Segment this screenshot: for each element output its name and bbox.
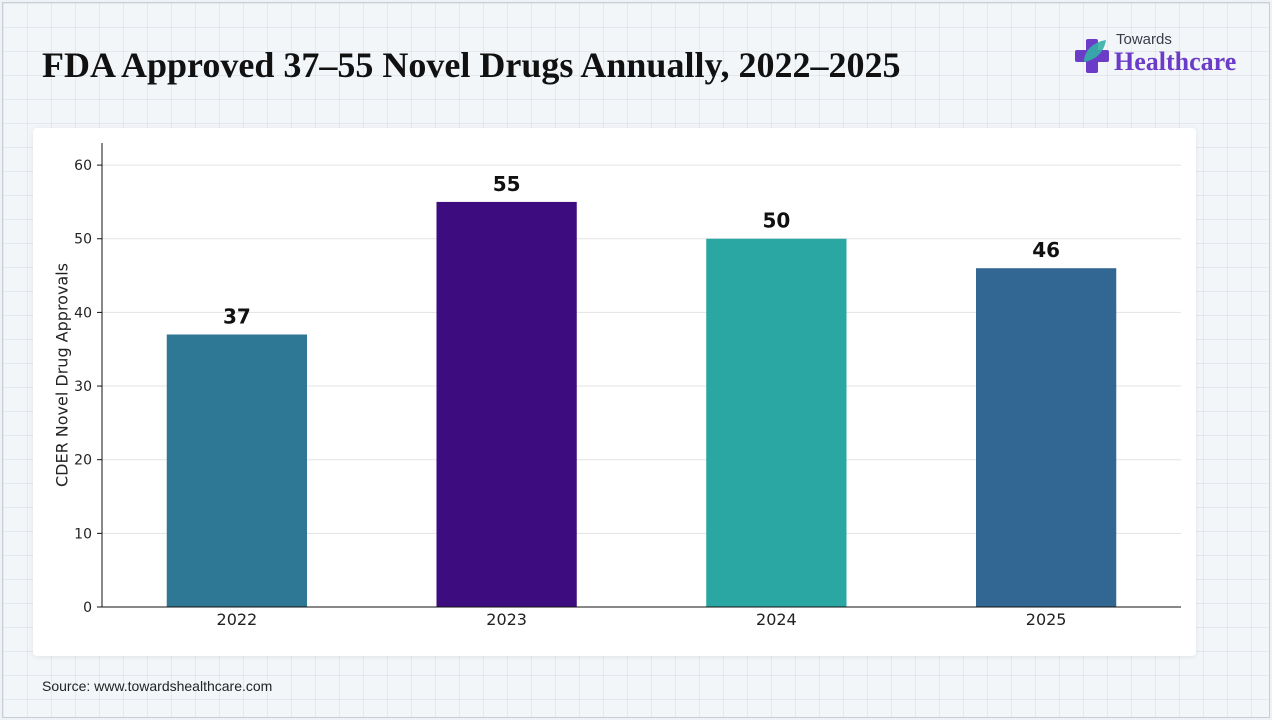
medical-cross-icon: [1075, 39, 1109, 73]
x-tick-label: 2024: [756, 610, 797, 629]
y-tick-label: 10: [74, 526, 92, 542]
y-axis-title: CDER Novel Drug Approvals: [53, 263, 72, 487]
data-label: 55: [493, 172, 521, 196]
bar-2023: [436, 201, 577, 607]
bar-2024: [706, 238, 847, 607]
y-tick-label: 20: [74, 453, 92, 469]
y-tick-label: 60: [74, 158, 92, 174]
x-tick-label: 2023: [486, 610, 527, 629]
brand-logo: Towards Healthcare: [1070, 30, 1250, 82]
chart-title: FDA Approved 37–55 Novel Drugs Annually,…: [42, 45, 901, 85]
x-tick-label: 2022: [217, 610, 258, 629]
chart-card: 0 10 20 30 40 50 60 37 2022 55 2023 50 2024 46 2025 CD…: [33, 128, 1196, 656]
bar-chart: 0 10 20 30 40 50 60 37 2022 55 2023 50 2024 46 2025 CD…: [53, 143, 1181, 629]
logo-text-healthcare: Healthcare: [1114, 47, 1237, 76]
bar-2022: [166, 334, 308, 607]
y-tick-label: 0: [83, 600, 92, 616]
x-tick-label: 2025: [1026, 610, 1067, 629]
bar-2025: [975, 268, 1117, 607]
y-tick-label: 30: [74, 379, 92, 395]
data-label: 50: [762, 209, 790, 233]
y-tick-label: 50: [74, 232, 92, 248]
source-note: Source: www.towardshealthcare.com: [42, 678, 273, 694]
logo-text-towards: Towards: [1116, 31, 1172, 48]
y-tick-label: 40: [74, 305, 92, 321]
data-label: 46: [1032, 238, 1060, 262]
data-label: 37: [223, 304, 251, 328]
